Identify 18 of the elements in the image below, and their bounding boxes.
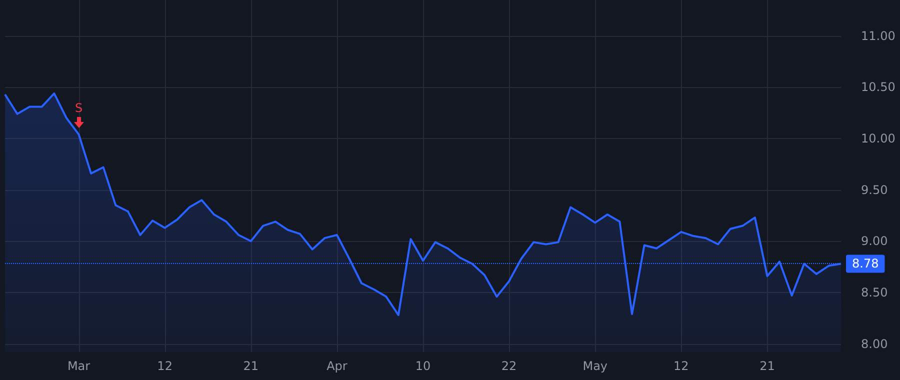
x-tick-label: Mar [67,359,90,373]
y-tick-label: 9.50 [861,182,888,197]
x-tick-label: 12 [157,359,172,373]
y-tick-label: 11.00 [861,28,896,43]
ref-line-label: 8.78 [852,256,879,271]
x-tick-label: 12 [674,359,689,373]
y-tick-label: 8.50 [861,285,888,300]
x-tick-label: May [582,359,608,373]
x-tick-label: 22 [501,359,517,373]
y-tick-label: 8.00 [861,336,888,351]
y-tick-label: 9.00 [861,234,888,248]
x-tick-label: 21 [243,359,259,373]
x-tick-label: 10 [415,359,431,373]
x-tick-label: 21 [760,359,775,373]
annotation: S [74,101,84,116]
y-tick-label: 10.50 [861,80,896,94]
x-tick-label: Apr [326,359,348,373]
y-tick-label: 10.00 [861,132,896,146]
